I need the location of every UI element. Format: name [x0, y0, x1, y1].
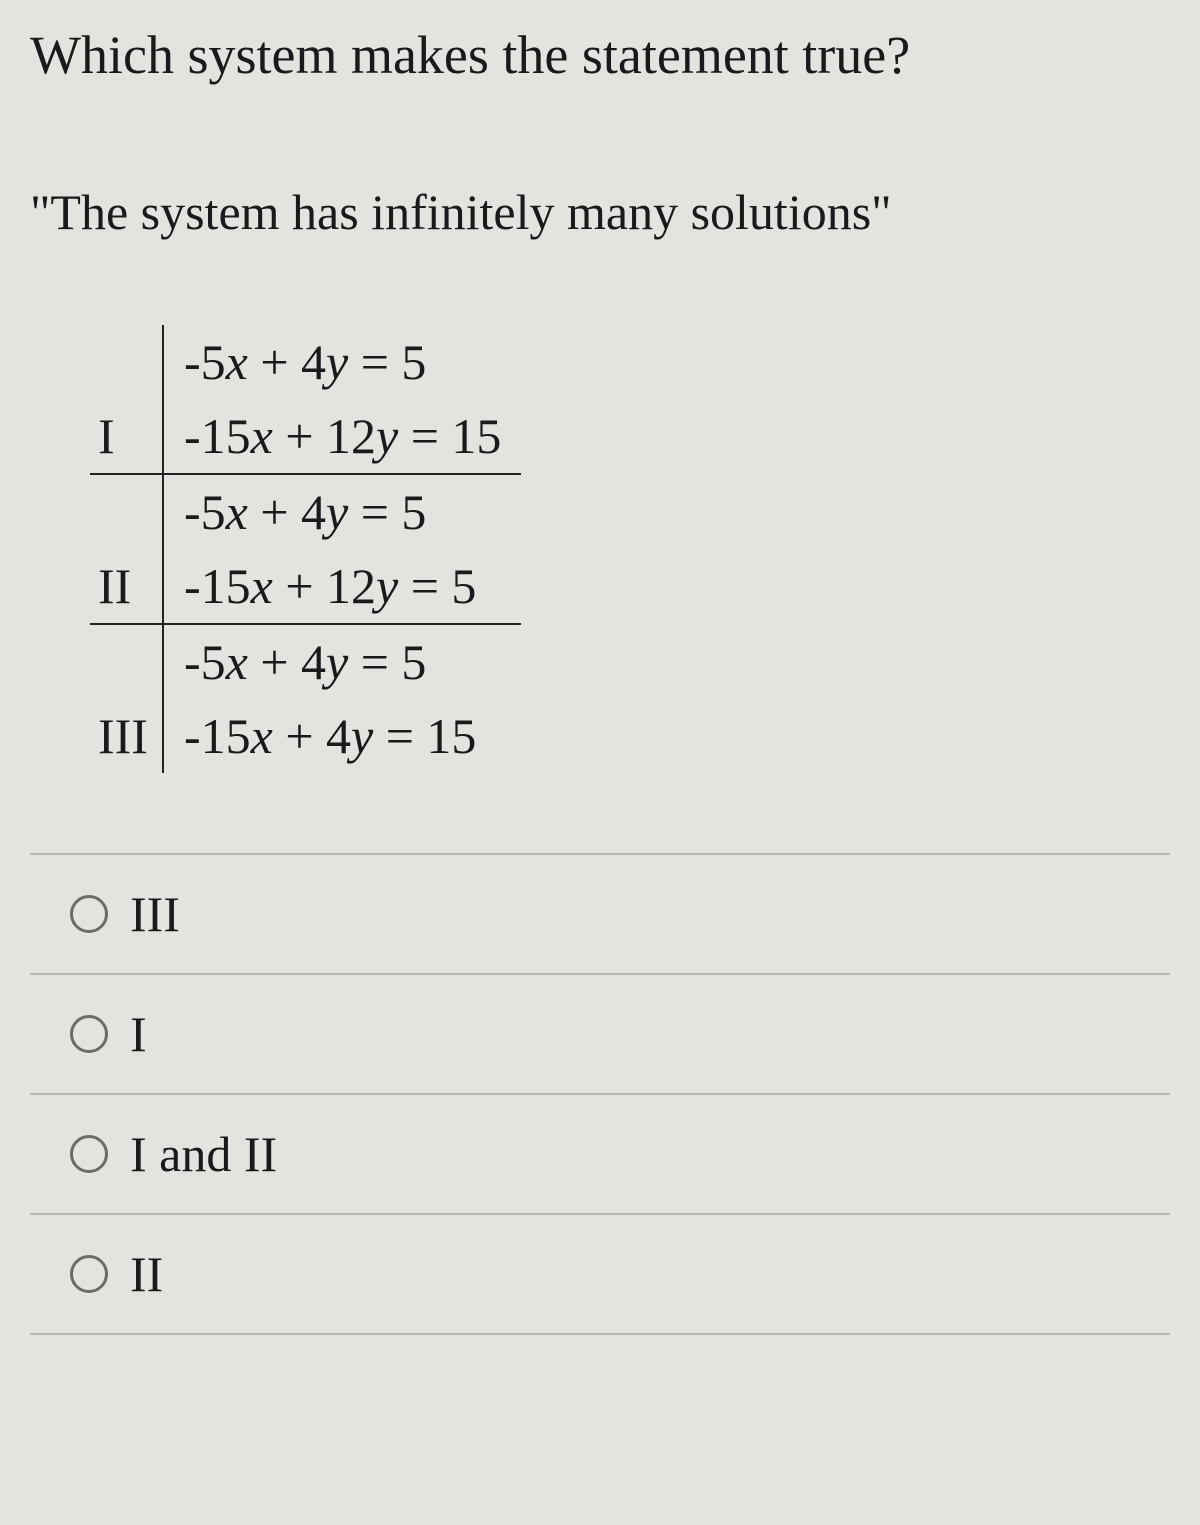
option-row[interactable]: III	[30, 853, 1170, 973]
option-label: I and II	[130, 1125, 277, 1183]
system-equation: -5x + 4y = 5	[163, 624, 521, 699]
system-label-empty	[90, 474, 163, 549]
statement-text: "The system has infinitely many solution…	[30, 180, 1170, 245]
option-row[interactable]: I	[30, 973, 1170, 1093]
option-row[interactable]: I and II	[30, 1093, 1170, 1213]
system-label: II	[90, 549, 163, 624]
systems-table: -5x + 4y = 5 I -15x + 12y = 15 -5x + 4y …	[90, 325, 521, 773]
answer-options: III I I and II II	[30, 853, 1170, 1335]
radio-icon[interactable]	[70, 895, 108, 933]
system-equation: -5x + 4y = 5	[163, 474, 521, 549]
question-text: Which system makes the statement true?	[30, 20, 1170, 90]
option-row[interactable]: II	[30, 1213, 1170, 1335]
radio-icon[interactable]	[70, 1255, 108, 1293]
system-label-empty	[90, 624, 163, 699]
system-equation: -15x + 4y = 15	[163, 699, 521, 773]
system-label: I	[90, 399, 163, 474]
system-label-empty	[90, 325, 163, 399]
option-label: III	[130, 885, 180, 943]
system-equation: -15x + 12y = 15	[163, 399, 521, 474]
system-equation: -5x + 4y = 5	[163, 325, 521, 399]
radio-icon[interactable]	[70, 1015, 108, 1053]
system-equation: -15x + 12y = 5	[163, 549, 521, 624]
option-label: I	[130, 1005, 147, 1063]
radio-icon[interactable]	[70, 1135, 108, 1173]
option-label: II	[130, 1245, 163, 1303]
question-page: Which system makes the statement true? "…	[0, 0, 1200, 1335]
system-label: III	[90, 699, 163, 773]
